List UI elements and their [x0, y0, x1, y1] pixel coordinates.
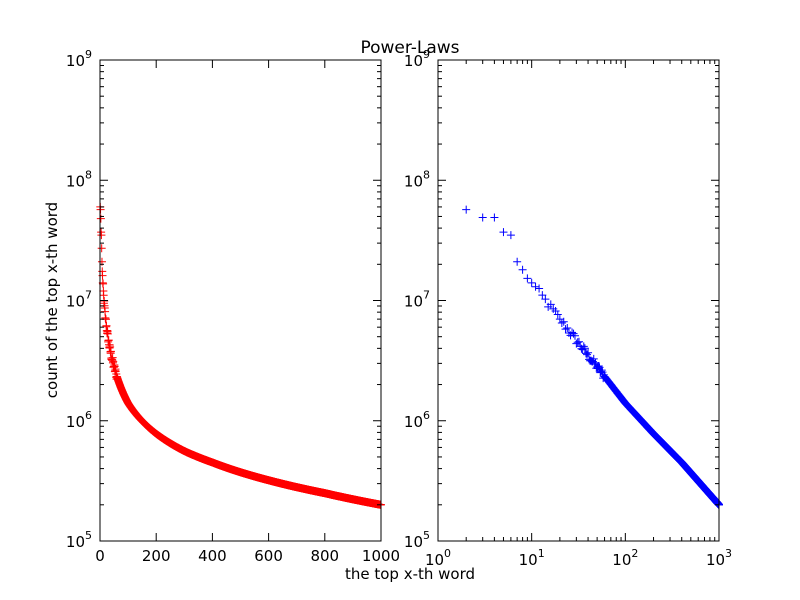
y-tick-label: 109	[66, 48, 92, 70]
left-ticks: 105 106 107 108 109 0 200 400 600 800 1000	[66, 48, 400, 565]
data-point	[584, 348, 593, 357]
data-point	[106, 347, 115, 356]
right-panel: 105 106 107 108 109 100 101 102 103	[404, 48, 732, 569]
data-point	[99, 291, 108, 300]
data-point	[559, 317, 568, 326]
x-tick-label: 400	[198, 547, 227, 565]
x-tick-label: 1000	[362, 547, 400, 565]
data-point	[97, 244, 106, 253]
data-point	[553, 310, 562, 319]
x-tick-label: 100	[425, 547, 451, 569]
data-point	[580, 344, 589, 353]
data-point	[594, 361, 603, 370]
x-axis-label: the top x-th word	[345, 565, 475, 583]
x-tick-label: 200	[142, 547, 171, 565]
y-tick-label: 105	[66, 529, 92, 551]
x-tick-label: 103	[706, 547, 732, 569]
data-point	[541, 295, 550, 304]
y-tick-label: 106	[404, 409, 430, 431]
y-tick-label: 106	[66, 409, 92, 431]
data-point	[513, 257, 522, 266]
data-point	[478, 213, 487, 222]
left-ylabel: count of the top x-th word	[43, 202, 61, 398]
data-point	[563, 323, 572, 332]
data-point	[579, 342, 588, 351]
data-point	[597, 366, 606, 375]
data-point	[531, 282, 540, 291]
x-tick-label: 600	[254, 547, 283, 565]
data-point	[490, 213, 499, 222]
data-point	[523, 274, 532, 283]
x-tick-label: 101	[519, 547, 545, 569]
y-tick-label: 108	[66, 168, 92, 190]
right-ticks: 105 106 107 108 109 100 101 102 103	[404, 48, 732, 569]
data-point	[574, 337, 583, 346]
left-panel: 105 106 107 108 109 0 200 400 600 800 1000 count o…	[43, 48, 400, 565]
data-point	[569, 329, 578, 338]
data-point	[583, 350, 592, 359]
data-point	[570, 331, 579, 340]
data-point	[535, 284, 544, 293]
x-tick-label: 0	[95, 547, 105, 565]
data-point	[103, 329, 112, 338]
x-tick-label: 800	[310, 547, 339, 565]
right-axes-frame	[437, 59, 720, 542]
data-point	[97, 231, 106, 240]
y-tick-label: 107	[404, 289, 430, 311]
data-point	[581, 349, 590, 358]
data-point	[557, 319, 566, 328]
x-tick-label: 102	[612, 547, 638, 569]
data-point	[527, 278, 536, 287]
y-tick-label: 105	[404, 529, 430, 551]
y-tick-label: 109	[404, 48, 430, 70]
y-tick-label: 108	[404, 168, 430, 190]
data-point	[561, 325, 570, 334]
data-point	[546, 300, 555, 309]
data-point	[96, 214, 105, 223]
data-point	[589, 354, 598, 363]
data-point	[462, 205, 471, 214]
left-markers	[96, 202, 385, 509]
right-markers	[462, 205, 723, 509]
figure-title: Power-Laws	[360, 38, 459, 58]
y-tick-label: 107	[66, 289, 92, 311]
data-point	[591, 358, 600, 367]
data-point	[499, 228, 508, 237]
data-point	[518, 265, 527, 274]
data-point	[506, 231, 515, 240]
